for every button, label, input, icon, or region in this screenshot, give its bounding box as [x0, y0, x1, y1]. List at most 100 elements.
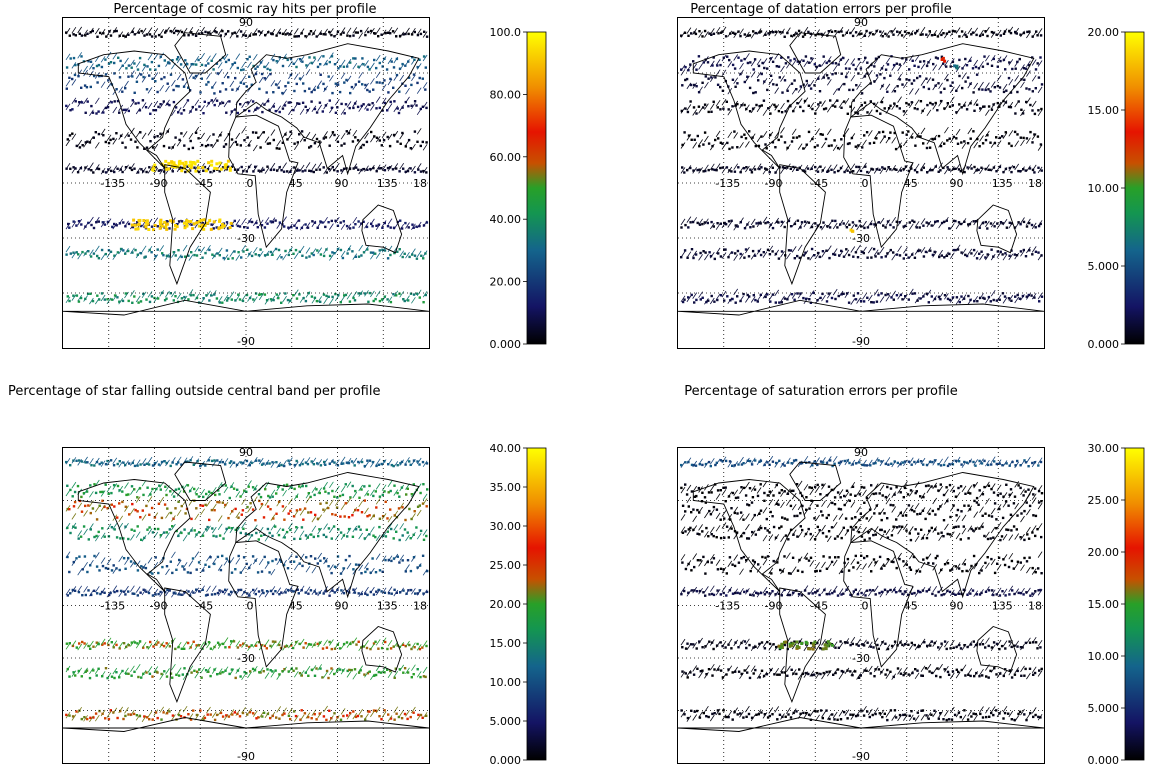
data-point	[307, 463, 309, 465]
data-point	[893, 299, 895, 301]
data-point	[258, 170, 260, 172]
data-point	[247, 136, 249, 138]
data-point	[240, 82, 242, 84]
data-point	[202, 112, 204, 114]
data-point	[787, 100, 789, 102]
data-point	[375, 225, 377, 227]
data-point	[204, 101, 206, 103]
data-point	[143, 64, 145, 66]
data-point	[881, 166, 883, 168]
data-point	[755, 91, 757, 93]
data-point	[315, 169, 317, 171]
map-label: -45	[810, 177, 828, 190]
data-point	[190, 671, 192, 673]
data-point	[787, 56, 789, 58]
data-point	[402, 534, 404, 536]
data-point	[293, 166, 295, 168]
data-point	[689, 63, 691, 65]
data-point	[131, 529, 133, 531]
data-point	[99, 32, 101, 34]
data-point	[183, 667, 185, 669]
data-point	[392, 30, 394, 32]
data-point	[192, 147, 194, 149]
data-point	[293, 35, 295, 37]
data-point	[280, 302, 282, 304]
data-point	[393, 66, 395, 68]
data-point	[193, 254, 195, 256]
data-point	[784, 79, 786, 81]
data-point	[698, 55, 700, 57]
data-point	[337, 225, 339, 227]
data-point	[882, 131, 884, 133]
data-point	[705, 75, 707, 77]
data-point	[272, 91, 274, 93]
data-point	[124, 593, 126, 595]
data-point	[908, 298, 910, 300]
data-point	[131, 169, 133, 171]
data-point	[111, 226, 113, 228]
data-point	[923, 167, 925, 169]
data-point	[137, 569, 139, 571]
data-point	[197, 166, 200, 169]
data-point	[966, 108, 968, 110]
data-point	[358, 526, 360, 528]
data-point	[187, 571, 189, 573]
data-point	[282, 529, 284, 531]
data-point	[926, 104, 928, 106]
data-point	[113, 223, 115, 225]
data-point	[299, 538, 301, 540]
data-point	[793, 58, 795, 60]
data-point	[278, 148, 280, 150]
data-point	[211, 460, 213, 462]
data-point	[747, 62, 749, 64]
data-point	[177, 249, 179, 251]
data-point	[90, 255, 92, 257]
data-point	[861, 104, 863, 106]
data-point	[231, 89, 233, 91]
data-point	[213, 92, 215, 94]
data-point	[226, 249, 228, 251]
data-point	[352, 589, 354, 591]
data-point	[344, 515, 346, 517]
data-point	[797, 220, 799, 222]
data-point	[139, 57, 141, 59]
data-point	[184, 512, 186, 514]
data-point	[990, 222, 992, 224]
data-point	[736, 295, 738, 297]
data-point	[107, 79, 109, 81]
data-point	[358, 256, 360, 258]
data-point	[151, 295, 153, 297]
data-point	[925, 34, 927, 36]
data-point	[152, 146, 154, 148]
data-point	[196, 254, 198, 256]
data-point	[914, 107, 916, 109]
data-point	[382, 494, 384, 496]
data-point	[225, 484, 227, 486]
data-point	[328, 641, 330, 643]
data-point	[209, 33, 211, 35]
data-point	[272, 593, 274, 595]
data-point	[725, 35, 727, 37]
data-point	[784, 141, 786, 143]
data-point	[704, 251, 706, 253]
data-point	[104, 58, 106, 60]
data-point	[391, 60, 393, 62]
data-point	[284, 33, 286, 35]
data-point	[728, 108, 730, 110]
data-point	[269, 508, 271, 510]
data-point	[173, 32, 175, 34]
data-point	[791, 140, 793, 142]
data-point	[279, 111, 281, 113]
data-point	[343, 66, 345, 68]
data-point	[407, 531, 409, 533]
data-point	[198, 171, 200, 173]
data-point	[740, 253, 742, 255]
data-point	[986, 35, 988, 37]
data-point	[113, 564, 115, 566]
data-point	[82, 568, 84, 570]
data-point	[149, 641, 151, 643]
data-point	[357, 509, 359, 511]
data-point	[414, 510, 416, 512]
data-point	[143, 464, 145, 466]
